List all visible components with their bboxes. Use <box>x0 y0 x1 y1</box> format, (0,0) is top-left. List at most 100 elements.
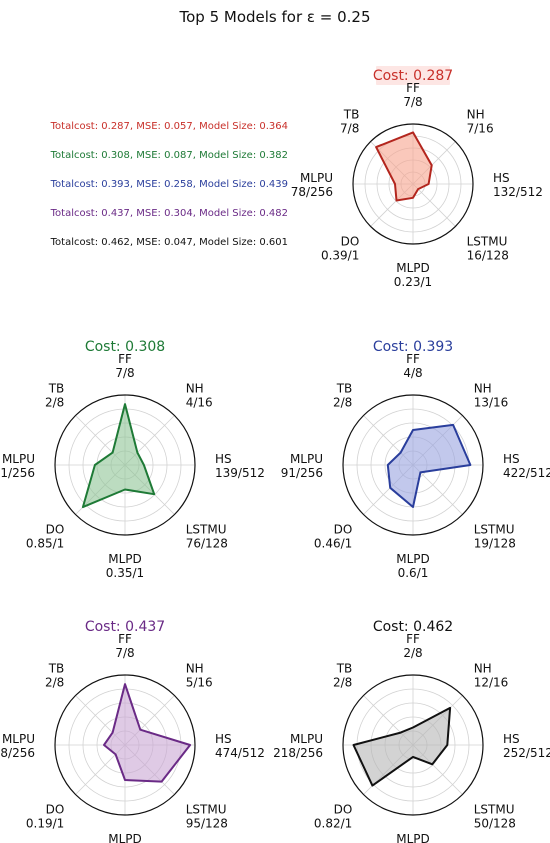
figure-title: Top 5 Models for ε = 0.25 <box>178 8 370 26</box>
axis-label: FF <box>406 632 420 646</box>
value-label: 7/8 <box>403 95 422 109</box>
value-label: 0.35/1 <box>106 566 144 580</box>
value-label: 12/16 <box>474 675 509 689</box>
axis-label: MLPD <box>396 261 430 275</box>
value-label: 2/8 <box>45 395 64 409</box>
value-label: 0.46/1 <box>314 537 352 551</box>
legend-entry: Totalcost: 0.462, MSE: 0.047, Model Size… <box>50 237 288 248</box>
axis-label: LSTMU <box>474 523 515 537</box>
axis-label: HS <box>215 452 232 466</box>
cost-title: Cost: 0.308 <box>85 339 165 355</box>
axis-label: FF <box>118 632 132 646</box>
axis-label: NH <box>467 107 485 121</box>
axis-label: TB <box>343 107 360 121</box>
value-label: 4/16 <box>186 395 213 409</box>
legend-entry: Totalcost: 0.308, MSE: 0.087, Model Size… <box>50 150 288 161</box>
value-label: 474/512 <box>215 746 265 760</box>
legend-entry: Totalcost: 0.437, MSE: 0.304, Model Size… <box>50 208 288 219</box>
value-label: 76/128 <box>186 537 228 551</box>
cost-highlight <box>376 66 450 85</box>
value-label: 218/256 <box>273 746 323 760</box>
cost-title: Cost: 0.287 <box>373 68 453 84</box>
value-label: 132/512 <box>493 185 543 199</box>
cost-title: Cost: 0.393 <box>373 339 453 355</box>
axis-label: MLPU <box>2 732 35 746</box>
axis-label: HS <box>503 732 520 746</box>
value-label: 7/8 <box>340 121 359 135</box>
axis-label: FF <box>406 352 420 366</box>
outer-ring <box>342 394 484 536</box>
series-polygon <box>103 683 192 783</box>
outer-ring <box>54 394 196 536</box>
axis-label: NH <box>474 381 492 395</box>
axis-label: HS <box>215 732 232 746</box>
axis-label: TB <box>336 381 353 395</box>
axis-label: TB <box>336 661 353 675</box>
value-label: 78/256 <box>0 746 35 760</box>
value-label: 2/8 <box>403 646 422 660</box>
value-label: 7/16 <box>467 121 494 135</box>
axis-label: DO <box>46 803 65 817</box>
axis-label: LSTMU <box>474 803 515 817</box>
value-label: 252/512 <box>503 746 550 760</box>
series-polygon <box>375 131 433 202</box>
value-label: 111/256 <box>0 466 35 480</box>
axis-label: MLPD <box>396 552 430 566</box>
cost-title: Cost: 0.437 <box>85 619 165 635</box>
axis-label: LSTMU <box>186 803 227 817</box>
radar-charts: Cost: 0.287FF7/8NH7/16HS132/512LSTMU16/1… <box>0 66 550 843</box>
axis-label: DO <box>334 523 353 537</box>
axis-label: DO <box>46 523 65 537</box>
value-label: 2/8 <box>45 675 64 689</box>
axis-label: MLPD <box>108 832 142 843</box>
value-label: 422/512 <box>503 466 550 480</box>
value-label: 0.85/1 <box>26 537 64 551</box>
axis-label: FF <box>118 352 132 366</box>
series-polygon <box>386 423 472 508</box>
axis-label: MLPU <box>2 452 35 466</box>
axis-label: NH <box>186 381 204 395</box>
axis-label: MLPU <box>300 171 333 185</box>
axis-label: MLPU <box>290 452 323 466</box>
radar-chart: Cost: 0.462FF2/8NH12/16HS252/512LSTMU50/… <box>273 619 550 843</box>
value-label: 0.23/1 <box>394 275 432 289</box>
value-label: 91/256 <box>281 466 323 480</box>
axis-label: NH <box>186 661 204 675</box>
value-label: 7/8 <box>115 366 134 380</box>
axis-label: DO <box>334 803 353 817</box>
axis-label: LSTMU <box>467 235 508 249</box>
axis-label: NH <box>474 661 492 675</box>
value-label: 19/128 <box>474 537 516 551</box>
radar-chart: Cost: 0.287FF7/8NH7/16HS132/512LSTMU16/1… <box>291 66 543 289</box>
axis-label: MLPD <box>396 832 430 843</box>
axis-label: HS <box>493 171 510 185</box>
value-label: 78/256 <box>291 185 333 199</box>
legend-entry: Totalcost: 0.393, MSE: 0.258, Model Size… <box>50 179 288 190</box>
series-polygon <box>81 403 156 509</box>
outer-ring <box>352 123 474 245</box>
axis-label: MLPD <box>108 552 142 566</box>
value-label: 7/8 <box>115 646 134 660</box>
legend: Totalcost: 0.287, MSE: 0.057, Model Size… <box>50 121 288 248</box>
value-label: 139/512 <box>215 466 265 480</box>
axis-label: TB <box>48 661 65 675</box>
value-label: 0.6/1 <box>398 566 429 580</box>
value-label: 16/128 <box>467 249 509 263</box>
value-label: 50/128 <box>474 817 516 831</box>
value-label: 2/8 <box>333 675 352 689</box>
outer-ring <box>54 674 196 816</box>
outer-ring <box>342 674 484 816</box>
axis-label: MLPU <box>290 732 323 746</box>
axis-label: HS <box>503 452 520 466</box>
value-label: 13/16 <box>474 395 509 409</box>
axis-label: DO <box>341 235 360 249</box>
value-label: 0.39/1 <box>321 249 359 263</box>
value-label: 0.19/1 <box>26 817 64 831</box>
value-label: 5/16 <box>186 675 213 689</box>
axis-label: TB <box>48 381 65 395</box>
value-label: 0.82/1 <box>314 817 352 831</box>
value-label: 95/128 <box>186 817 228 831</box>
